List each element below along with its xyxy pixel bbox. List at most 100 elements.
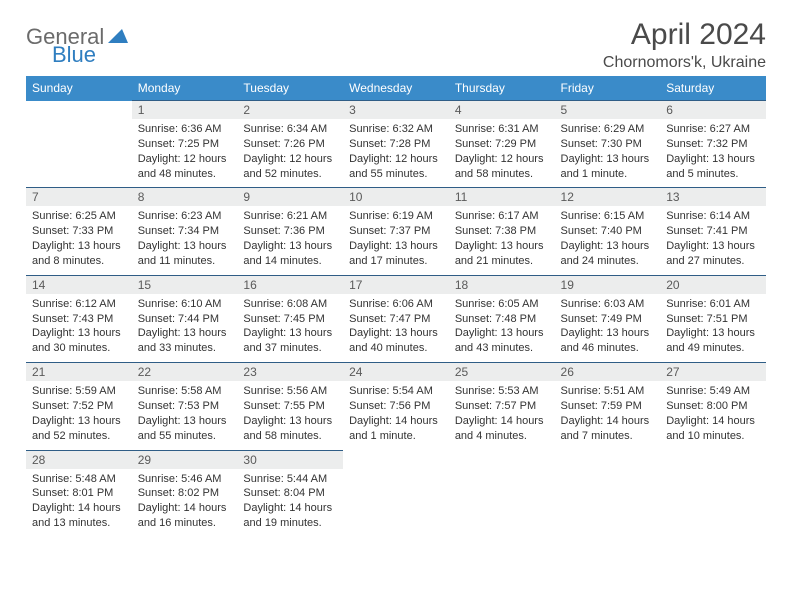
day-sunset-text: Sunset: 7:53 PM	[138, 399, 232, 414]
day-content-cell: Sunrise: 5:54 AMSunset: 7:56 PMDaylight:…	[343, 381, 449, 450]
weekday-header: Thursday	[449, 76, 555, 101]
day-day1-text: Daylight: 13 hours	[349, 326, 443, 341]
weekday-header: Friday	[555, 76, 661, 101]
day-number-cell: 4	[449, 101, 555, 120]
day-day1-text: Daylight: 14 hours	[666, 414, 760, 429]
day-content-cell: Sunrise: 6:31 AMSunset: 7:29 PMDaylight:…	[449, 119, 555, 188]
day-day1-text: Daylight: 13 hours	[561, 152, 655, 167]
day-day1-text: Daylight: 13 hours	[32, 239, 126, 254]
day-sunrise-text: Sunrise: 6:23 AM	[138, 209, 232, 224]
day-sunset-text: Sunset: 7:44 PM	[138, 312, 232, 327]
day-sunset-text: Sunset: 8:01 PM	[32, 486, 126, 501]
day-number-cell: 19	[555, 275, 661, 294]
day-content-cell: Sunrise: 6:17 AMSunset: 7:38 PMDaylight:…	[449, 206, 555, 275]
day-content-cell: Sunrise: 6:36 AMSunset: 7:25 PMDaylight:…	[132, 119, 238, 188]
day-number-cell: 25	[449, 363, 555, 382]
calendar-page: General April 2024 Chornomors'k, Ukraine…	[0, 0, 792, 555]
day-day2-text: and 1 minute.	[349, 429, 443, 444]
day-sunrise-text: Sunrise: 5:48 AM	[32, 472, 126, 487]
day-day2-text: and 33 minutes.	[138, 341, 232, 356]
day-sunrise-text: Sunrise: 5:44 AM	[243, 472, 337, 487]
day-sunset-text: Sunset: 7:51 PM	[666, 312, 760, 327]
day-sunset-text: Sunset: 7:36 PM	[243, 224, 337, 239]
day-day2-text: and 19 minutes.	[243, 516, 337, 531]
weekday-header-row: Sunday Monday Tuesday Wednesday Thursday…	[26, 76, 766, 101]
day-day2-text: and 1 minute.	[561, 167, 655, 182]
day-content-cell: Sunrise: 6:21 AMSunset: 7:36 PMDaylight:…	[237, 206, 343, 275]
day-sunrise-text: Sunrise: 6:29 AM	[561, 122, 655, 137]
day-day2-text: and 17 minutes.	[349, 254, 443, 269]
day-day2-text: and 7 minutes.	[561, 429, 655, 444]
day-number-cell: 28	[26, 450, 132, 469]
day-number-cell: 13	[660, 188, 766, 207]
day-content-cell: Sunrise: 5:44 AMSunset: 8:04 PMDaylight:…	[237, 469, 343, 537]
day-content-cell: Sunrise: 6:34 AMSunset: 7:26 PMDaylight:…	[237, 119, 343, 188]
day-number-cell: 22	[132, 363, 238, 382]
day-number-cell: 29	[132, 450, 238, 469]
day-content-cell	[26, 119, 132, 188]
day-sunset-text: Sunset: 7:55 PM	[243, 399, 337, 414]
day-sunset-text: Sunset: 7:33 PM	[32, 224, 126, 239]
day-day1-text: Daylight: 14 hours	[561, 414, 655, 429]
day-sunrise-text: Sunrise: 6:05 AM	[455, 297, 549, 312]
day-number-cell	[343, 450, 449, 469]
day-sunset-text: Sunset: 7:57 PM	[455, 399, 549, 414]
day-content-cell: Sunrise: 6:10 AMSunset: 7:44 PMDaylight:…	[132, 294, 238, 363]
day-number-cell: 30	[237, 450, 343, 469]
day-sunrise-text: Sunrise: 6:27 AM	[666, 122, 760, 137]
day-sunset-text: Sunset: 7:40 PM	[561, 224, 655, 239]
day-number-cell: 5	[555, 101, 661, 120]
day-day2-text: and 16 minutes.	[138, 516, 232, 531]
day-content-cell	[555, 469, 661, 537]
day-number-cell: 2	[237, 101, 343, 120]
day-content-cell: Sunrise: 6:29 AMSunset: 7:30 PMDaylight:…	[555, 119, 661, 188]
day-day2-text: and 8 minutes.	[32, 254, 126, 269]
day-day1-text: Daylight: 13 hours	[561, 239, 655, 254]
day-day2-text: and 27 minutes.	[666, 254, 760, 269]
day-number-cell	[449, 450, 555, 469]
day-number-cell: 9	[237, 188, 343, 207]
day-content-cell: Sunrise: 6:23 AMSunset: 7:34 PMDaylight:…	[132, 206, 238, 275]
day-sunset-text: Sunset: 8:02 PM	[138, 486, 232, 501]
day-day1-text: Daylight: 13 hours	[349, 239, 443, 254]
day-sunrise-text: Sunrise: 6:10 AM	[138, 297, 232, 312]
day-sunrise-text: Sunrise: 6:06 AM	[349, 297, 443, 312]
day-sunset-text: Sunset: 7:32 PM	[666, 137, 760, 152]
day-day2-text: and 46 minutes.	[561, 341, 655, 356]
day-content-cell: Sunrise: 5:46 AMSunset: 8:02 PMDaylight:…	[132, 469, 238, 537]
day-number-cell: 26	[555, 363, 661, 382]
day-day2-text: and 13 minutes.	[32, 516, 126, 531]
day-day2-text: and 55 minutes.	[349, 167, 443, 182]
day-day2-text: and 37 minutes.	[243, 341, 337, 356]
day-content-cell: Sunrise: 6:25 AMSunset: 7:33 PMDaylight:…	[26, 206, 132, 275]
day-number-cell	[660, 450, 766, 469]
day-sunrise-text: Sunrise: 5:46 AM	[138, 472, 232, 487]
day-day1-text: Daylight: 13 hours	[455, 326, 549, 341]
day-number-row: 123456	[26, 101, 766, 120]
weekday-header: Saturday	[660, 76, 766, 101]
day-content-row: Sunrise: 5:48 AMSunset: 8:01 PMDaylight:…	[26, 469, 766, 537]
day-day1-text: Daylight: 14 hours	[32, 501, 126, 516]
day-day1-text: Daylight: 12 hours	[349, 152, 443, 167]
day-content-cell: Sunrise: 6:15 AMSunset: 7:40 PMDaylight:…	[555, 206, 661, 275]
day-number-cell: 6	[660, 101, 766, 120]
day-day2-text: and 4 minutes.	[455, 429, 549, 444]
day-content-cell: Sunrise: 6:12 AMSunset: 7:43 PMDaylight:…	[26, 294, 132, 363]
day-sunrise-text: Sunrise: 5:51 AM	[561, 384, 655, 399]
day-sunrise-text: Sunrise: 6:03 AM	[561, 297, 655, 312]
day-number-cell: 7	[26, 188, 132, 207]
day-sunrise-text: Sunrise: 6:34 AM	[243, 122, 337, 137]
day-sunset-text: Sunset: 7:48 PM	[455, 312, 549, 327]
day-day1-text: Daylight: 14 hours	[349, 414, 443, 429]
day-day2-text: and 48 minutes.	[138, 167, 232, 182]
day-sunset-text: Sunset: 7:25 PM	[138, 137, 232, 152]
day-day2-text: and 52 minutes.	[32, 429, 126, 444]
day-day1-text: Daylight: 13 hours	[666, 326, 760, 341]
day-number-cell: 23	[237, 363, 343, 382]
day-sunset-text: Sunset: 7:43 PM	[32, 312, 126, 327]
day-day2-text: and 49 minutes.	[666, 341, 760, 356]
day-sunset-text: Sunset: 7:52 PM	[32, 399, 126, 414]
day-sunrise-text: Sunrise: 6:31 AM	[455, 122, 549, 137]
day-day1-text: Daylight: 13 hours	[243, 414, 337, 429]
day-number-cell: 1	[132, 101, 238, 120]
